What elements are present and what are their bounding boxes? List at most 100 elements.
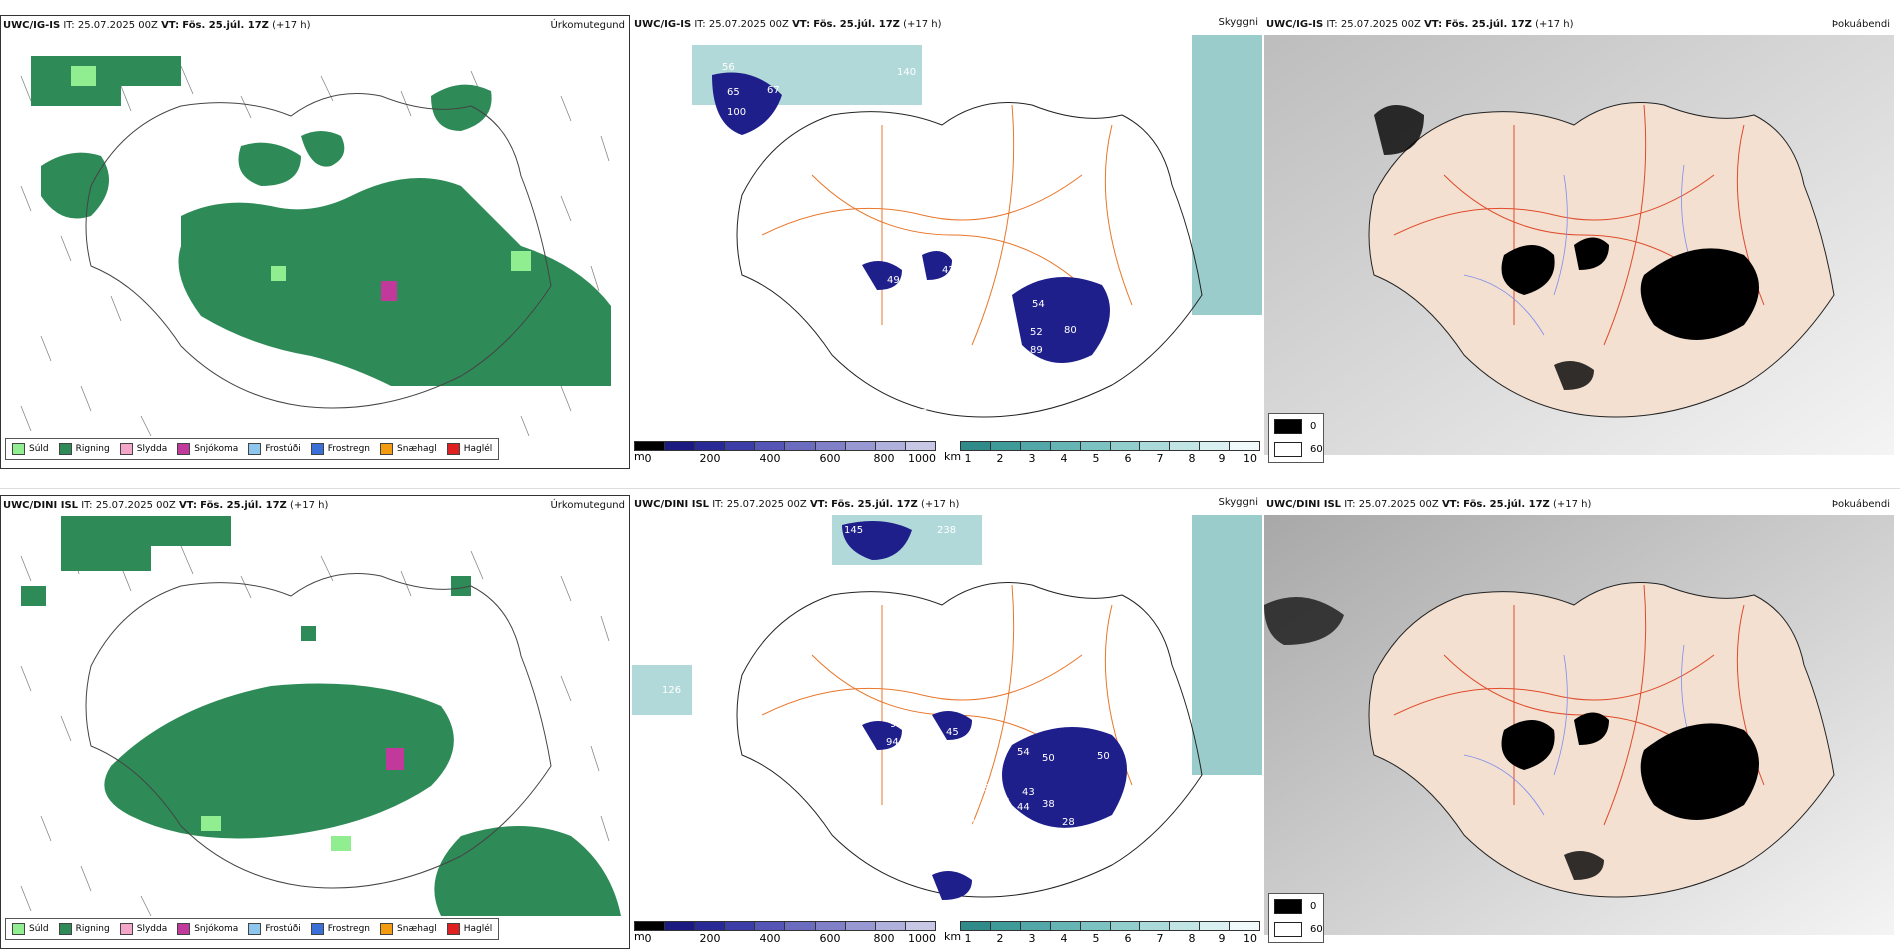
model-name: UWC/IG-IS	[1266, 19, 1324, 30]
visibility-unit: km	[944, 450, 962, 463]
fog-legend: 0 60	[1268, 893, 1324, 943]
vt-label: VT:	[1424, 19, 1443, 30]
it-value: 25.07.2025 00Z	[726, 499, 807, 510]
svg-text:79: 79	[990, 333, 1003, 344]
ceiling-colorbar-strip	[634, 921, 936, 931]
legend-item-graupel: Snæhagl	[380, 443, 437, 455]
road-network	[1393, 104, 1765, 346]
visibility-colorbar-strip	[960, 441, 1260, 451]
svg-text:56: 56	[924, 289, 937, 300]
panel-header: UWC/DINI ISL IT: 25.07.2025 00Z VT: Fös.…	[634, 499, 959, 513]
fog-map	[1264, 35, 1894, 455]
svg-text:105: 105	[792, 812, 811, 823]
svg-text:65: 65	[727, 87, 740, 98]
visibility-colorbar: km 1 2 3 4 5 6 7 8 9 10	[944, 441, 1260, 465]
svg-text:45: 45	[946, 727, 959, 738]
it-label: IT:	[1326, 19, 1338, 30]
svg-text:130: 130	[977, 783, 996, 794]
precip-rain-areas	[21, 516, 621, 916]
ceiling-labels: 56 65 67 100 140 84 84 49 42 56 54 52 89…	[722, 62, 1150, 413]
ceiling-colorbar: m 0 200 400 600 800 1000	[634, 441, 936, 465]
ceiling-ticks: 0 200 400 600 800 1000	[644, 452, 937, 465]
it-value: 25.07.2025 00Z	[1340, 19, 1421, 30]
svg-text:51: 51	[922, 402, 935, 413]
precip-snow-area	[386, 748, 404, 770]
svg-text:28: 28	[1062, 817, 1075, 828]
lead-time: (+17 h)	[1553, 499, 1592, 510]
svg-text:136: 136	[822, 807, 841, 818]
visibility-ticks: 1 2 3 4 5 6 7 8 9 10	[964, 452, 1258, 465]
ceiling-colorbar: m 0 200 400 600 800 1000	[634, 921, 936, 945]
precip-drizzle-areas	[71, 66, 531, 281]
it-label: IT:	[81, 500, 93, 511]
svg-text:84: 84	[932, 102, 945, 113]
precip-rain-areas	[31, 56, 611, 386]
panel-title: Úrkomutegund	[550, 500, 625, 511]
legend-item-rain: Rigning	[58, 923, 110, 935]
lead-time: (+17 h)	[921, 499, 960, 510]
row-divider	[0, 488, 1900, 489]
panel-title: Skyggni	[1218, 497, 1258, 508]
panel-title: Skyggni	[1218, 17, 1258, 28]
ceiling-ticks: 0 200 400 600 800 1000	[644, 932, 937, 945]
svg-text:84: 84	[854, 157, 867, 168]
svg-text:89: 89	[1030, 345, 1043, 356]
legend-item-freezing-drizzle: Frostúði	[248, 443, 301, 455]
low-ceiling-areas	[712, 72, 1110, 363]
precip-type-panel-row1: UWC/IG-IS IT: 25.07.2025 00Z VT: Fös. 25…	[0, 15, 630, 469]
fog-legend-item: 60	[1274, 922, 1323, 937]
svg-text:43: 43	[1022, 787, 1035, 798]
it-label: IT:	[694, 19, 706, 30]
legend-item-freezing-rain: Frostregn	[310, 443, 370, 455]
land-mass	[1368, 582, 1835, 898]
svg-text:80: 80	[1064, 325, 1077, 336]
lead-time: (+17 h)	[272, 20, 311, 31]
it-label: IT:	[63, 20, 75, 31]
svg-text:140: 140	[897, 67, 916, 78]
coastline	[736, 102, 1203, 418]
coastline	[736, 582, 1203, 898]
fog-index-panel-row1: UWC/IG-IS IT: 25.07.2025 00Z VT: Fös. 25…	[1264, 15, 1894, 469]
legend-item-graupel: Snæhagl	[380, 923, 437, 935]
svg-text:145: 145	[844, 525, 863, 536]
model-name: UWC/IG-IS	[3, 20, 61, 31]
visibility-colorbar: km 1 2 3 4 5 6 7 8 9 10	[944, 921, 1260, 945]
vt-value: Fös. 25.júl. 17Z	[1463, 499, 1550, 510]
svg-text:59: 59	[940, 397, 953, 408]
coastline	[85, 93, 552, 409]
legend-item-hail: Haglél	[446, 443, 492, 455]
legend-item-freezing-drizzle: Frostúði	[248, 923, 301, 935]
vt-label: VT:	[809, 499, 828, 510]
svg-text:67: 67	[767, 85, 780, 96]
it-label: IT:	[712, 499, 724, 510]
precip-snow-area	[381, 281, 397, 301]
coastline	[85, 573, 552, 889]
svg-text:92: 92	[890, 719, 903, 730]
precip-drizzle-areas	[201, 816, 351, 851]
sea-fog-area-west	[632, 665, 692, 715]
legend-item-drizzle: Súld	[12, 443, 49, 455]
it-value: 25.07.2025 00Z	[95, 500, 176, 511]
precip-map	[20, 516, 621, 917]
vt-label: VT:	[161, 20, 180, 31]
panel-header: UWC/DINI ISL IT: 25.07.2025 00Z VT: Fös.…	[3, 500, 328, 514]
legend-item-drizzle: Súld	[12, 923, 49, 935]
svg-text:155: 155	[970, 769, 989, 780]
ceiling-map: 56 65 67 100 140 84 84 49 42 56 54 52 89…	[692, 35, 1262, 418]
panel-title: Þokuábendi	[1831, 19, 1890, 30]
precip-legend: Súld Rigning Slydda Snjókoma Frostúði Fr…	[5, 918, 500, 940]
vt-value: Fös. 25.júl. 17Z	[1445, 19, 1532, 30]
low-ceiling-areas	[842, 521, 1127, 900]
svg-text:127: 127	[887, 571, 906, 582]
svg-text:49: 49	[887, 275, 900, 286]
vt-value: Fös. 25.júl. 17Z	[182, 20, 269, 31]
svg-text:44: 44	[1017, 802, 1030, 813]
fog-index-panel-row2: UWC/DINI ISL IT: 25.07.2025 00Z VT: Fös.…	[1264, 495, 1894, 949]
vt-label: VT:	[178, 500, 197, 511]
svg-text:11: 11	[1112, 282, 1125, 293]
vt-value: Fös. 25.júl. 17Z	[813, 19, 900, 30]
it-label: IT:	[1344, 499, 1356, 510]
svg-text:54: 54	[1032, 299, 1045, 310]
model-name: UWC/IG-IS	[634, 19, 692, 30]
svg-text:55: 55	[1132, 755, 1145, 766]
